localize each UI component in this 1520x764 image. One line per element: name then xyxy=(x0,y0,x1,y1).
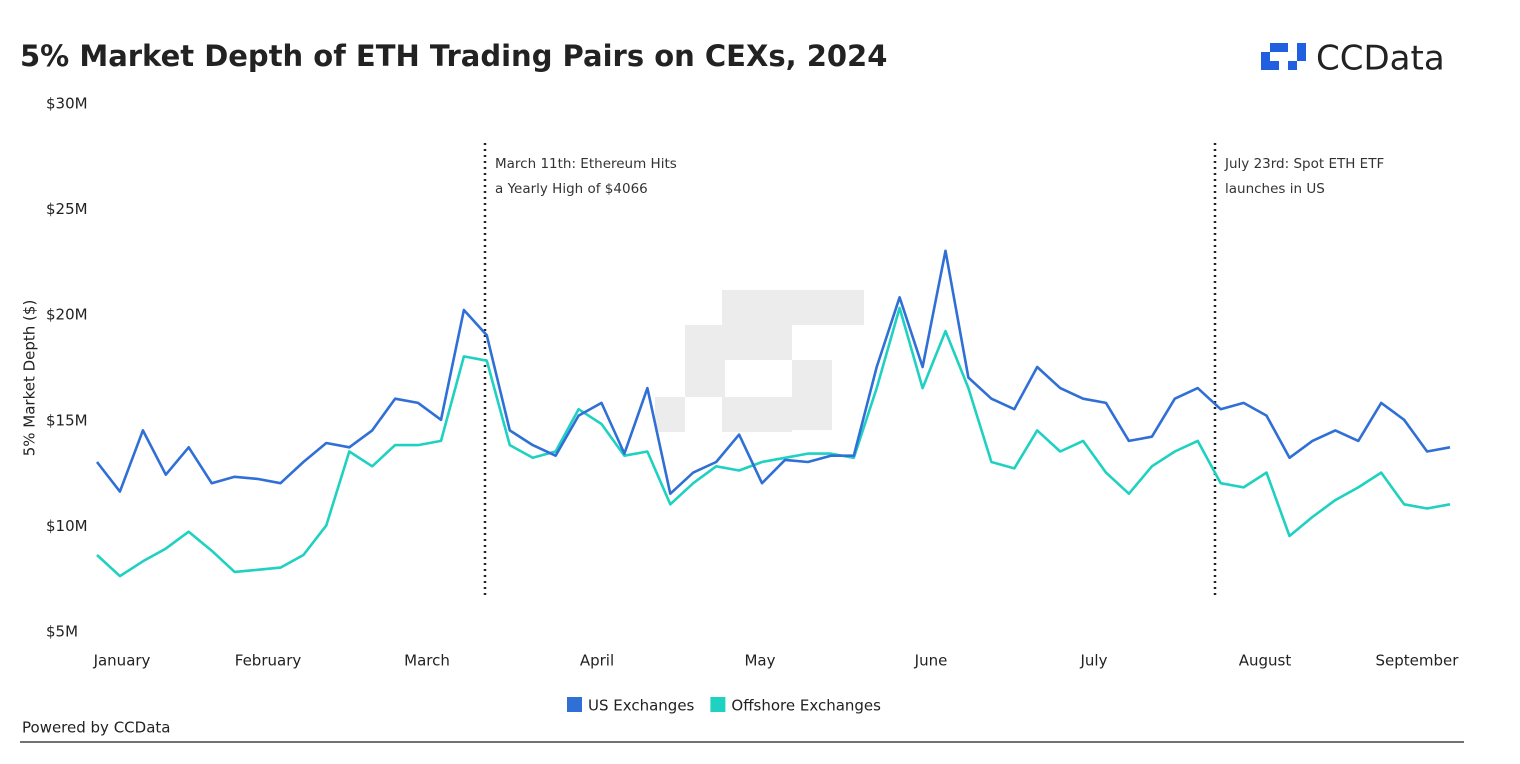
x-tick-label: September xyxy=(1376,652,1460,670)
x-tick-label: February xyxy=(235,652,302,670)
x-tick-label: June xyxy=(914,652,948,670)
legend-label: US Exchanges xyxy=(588,697,695,715)
y-tick-label: $20M xyxy=(46,306,88,324)
y-axis-label: 5% Market Depth ($) xyxy=(21,300,39,457)
x-tick-label: August xyxy=(1239,652,1292,670)
legend-swatch xyxy=(567,697,582,712)
x-tick-label: March xyxy=(404,652,450,670)
y-tick-label: $25M xyxy=(46,200,88,218)
series-line xyxy=(96,306,1451,578)
x-tick-label: January xyxy=(93,652,151,670)
y-tick-label: $10M xyxy=(46,517,88,535)
watermark xyxy=(655,290,864,432)
annotation-text: launches in US xyxy=(1225,181,1325,197)
y-tick-label: $30M xyxy=(46,95,88,113)
x-tick-label: May xyxy=(744,652,775,670)
y-tick-label: $15M xyxy=(46,411,88,429)
legend-swatch xyxy=(710,697,726,712)
annotation-text: March 11th: Ethereum Hits xyxy=(495,156,677,172)
annotation-text: a Yearly High of $4066 xyxy=(495,181,648,197)
logo xyxy=(1261,43,1306,70)
footer: Powered by CCData xyxy=(22,719,170,737)
series-line xyxy=(95,249,1451,495)
brand: CCData xyxy=(1316,39,1445,79)
x-tick-label: July xyxy=(1080,652,1108,670)
y-tick-label: $5M xyxy=(46,623,78,641)
legend-label: Offshore Exchanges xyxy=(731,697,881,715)
chart-title: 5% Market Depth of ETH Trading Pairs on … xyxy=(20,39,887,73)
annotation-text: July 23rd: Spot ETH ETF xyxy=(1224,156,1384,172)
x-tick-label: April xyxy=(580,652,614,670)
